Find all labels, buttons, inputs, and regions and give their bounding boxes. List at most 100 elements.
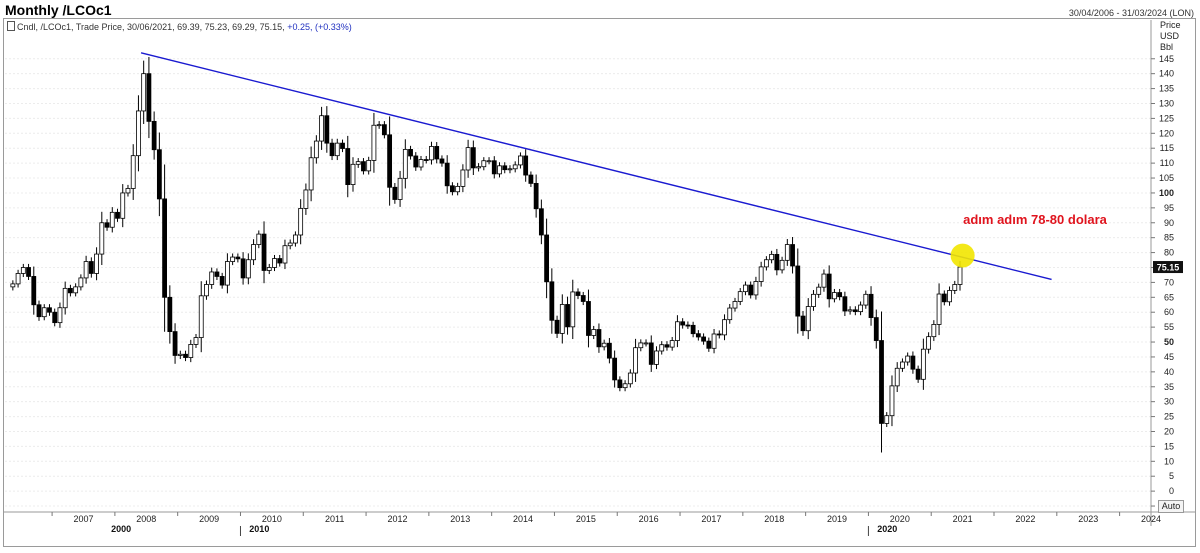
candle-down xyxy=(538,208,544,236)
candle-up xyxy=(476,166,481,169)
candle-down xyxy=(528,174,534,184)
y-tick-label: 125 xyxy=(1159,113,1174,123)
target-highlight xyxy=(950,243,975,268)
candle-up xyxy=(366,160,372,172)
candle-down xyxy=(104,222,110,228)
candle-up xyxy=(334,142,340,157)
y-tick-label: 70 xyxy=(1164,277,1174,287)
candle-up xyxy=(758,266,764,282)
auto-scale-button[interactable]: Auto xyxy=(1158,500,1184,513)
candle-up xyxy=(298,208,304,236)
candle-up xyxy=(732,301,738,309)
candle-up xyxy=(711,333,717,349)
y-tick-label: 90 xyxy=(1164,218,1174,228)
candle-down xyxy=(575,291,581,296)
y-tick-label: 45 xyxy=(1164,352,1174,362)
candle-up xyxy=(256,233,262,245)
candle-up xyxy=(209,271,215,285)
candle-down xyxy=(324,115,330,144)
candle-up xyxy=(821,273,827,288)
legend-text: Cndl, /LCOc1, Trade Price, 30/06/2021, 6… xyxy=(17,22,285,32)
candle-down xyxy=(596,329,602,348)
last-price-label: 75.15 xyxy=(1157,263,1180,273)
candle-down xyxy=(151,120,157,151)
annotation-text: adım adım 78-80 dolara xyxy=(963,212,1108,227)
candle-up xyxy=(863,293,869,306)
candle-up xyxy=(198,295,204,338)
candle-down xyxy=(392,186,398,200)
candle-up xyxy=(204,284,209,297)
candle-down xyxy=(910,355,916,370)
candle-up xyxy=(889,385,895,417)
candle-down xyxy=(795,265,801,317)
candle-up xyxy=(952,284,958,291)
candle-down xyxy=(219,276,225,286)
candle-down xyxy=(26,267,31,277)
candle-down xyxy=(533,183,539,210)
candle-up xyxy=(460,169,466,187)
candle-up xyxy=(847,309,853,312)
candle-down xyxy=(800,315,806,332)
candle-down xyxy=(439,158,445,164)
candle-up xyxy=(20,267,26,274)
candle-up xyxy=(769,253,775,261)
candle-down xyxy=(612,357,618,381)
axis-unit-price: Price xyxy=(1160,20,1181,30)
x-tick-label: 2023 xyxy=(1078,514,1098,524)
candle-down xyxy=(617,379,623,389)
x-tick-label: 2018 xyxy=(764,514,784,524)
x-tick-label: 2015 xyxy=(576,514,596,524)
candle-up xyxy=(675,321,680,341)
candle-down xyxy=(156,149,162,200)
candle-up xyxy=(633,347,638,374)
candle-down xyxy=(470,147,476,169)
candle-up xyxy=(99,222,105,255)
candle-up xyxy=(402,149,408,179)
candle-up xyxy=(894,367,900,387)
candle-down xyxy=(381,124,387,136)
candle-down xyxy=(434,146,440,160)
x-tick-label: 2024 xyxy=(1141,514,1161,524)
x-tick-label: 2017 xyxy=(701,514,721,524)
y-tick-label: 120 xyxy=(1159,128,1174,138)
candle-up xyxy=(900,361,905,369)
candle-down xyxy=(701,336,706,342)
candle-down xyxy=(172,331,178,356)
candle-down xyxy=(167,296,173,332)
candle-up xyxy=(57,307,63,324)
candle-down xyxy=(915,368,921,380)
candle-icon xyxy=(7,21,15,31)
candle-down xyxy=(879,340,884,424)
candle-up xyxy=(230,256,236,262)
y-tick-label: 5 xyxy=(1169,471,1174,481)
candle-down xyxy=(842,296,848,312)
candle-down xyxy=(873,317,879,341)
candle-down xyxy=(183,353,188,358)
candle-up xyxy=(73,286,79,294)
candle-down xyxy=(837,292,843,298)
x-tick-label: 2010 xyxy=(262,514,282,524)
x-axis: 2007 2008 2009 2010 2011 2012 2013 2014 2015 2016… xyxy=(4,511,1195,536)
candle-up xyxy=(429,146,434,161)
x-tick-label: 2013 xyxy=(450,514,470,524)
y-axis: -505101520253035404550556065707580859095… xyxy=(1150,20,1183,526)
date-range: 30/04/2006 - 31/03/2024 (LON) xyxy=(1068,8,1194,18)
candle-series xyxy=(10,56,963,453)
candle-down xyxy=(606,342,612,359)
candle-down xyxy=(690,324,696,335)
candle-up xyxy=(465,147,471,171)
candle-down xyxy=(450,185,455,193)
y-tick-label: 20 xyxy=(1164,426,1174,436)
y-tick-label: 115 xyxy=(1160,143,1174,153)
candle-up xyxy=(905,355,911,363)
candle-down xyxy=(361,161,366,172)
y-tick-label: 135 xyxy=(1159,84,1174,94)
x-decade-label: 2020 xyxy=(877,524,897,534)
candle-down xyxy=(523,155,529,176)
candle-up xyxy=(931,324,937,338)
x-tick-label: 2007 xyxy=(73,514,93,524)
candle-up xyxy=(832,292,837,300)
candle-up xyxy=(884,415,890,424)
candle-up xyxy=(816,286,822,295)
